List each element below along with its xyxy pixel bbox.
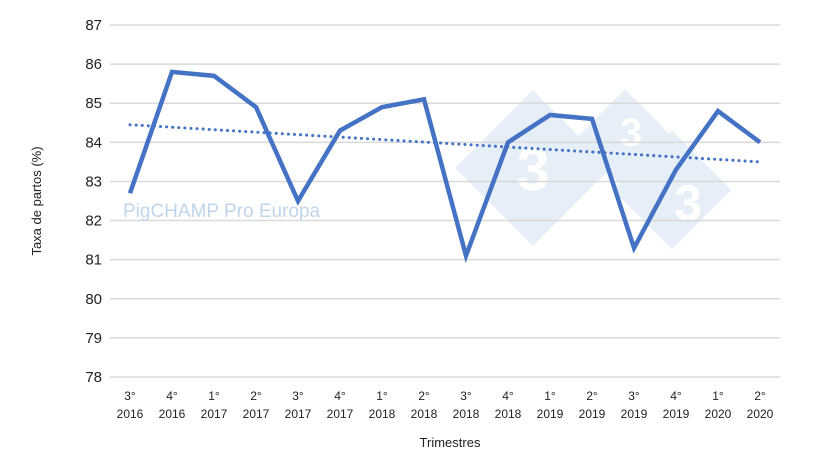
x-tick-label-year: 2019 (537, 407, 564, 421)
y-tick-label: 87 (85, 17, 102, 34)
y-tick-label: 79 (85, 330, 102, 347)
x-tick-label: 1° (376, 389, 388, 403)
x-tick-label-year: 2018 (411, 407, 438, 421)
x-tick-label: 2° (754, 389, 766, 403)
x-tick-label: 4° (670, 389, 682, 403)
x-tick-label: 1° (712, 389, 724, 403)
x-tick-label-year: 2018 (453, 407, 480, 421)
x-tick-label: 4° (166, 389, 178, 403)
svg-text:3: 3 (516, 136, 549, 203)
x-tick-label: 3° (628, 389, 640, 403)
x-tick-label: 3° (460, 389, 472, 403)
x-tick-label-year: 2017 (285, 407, 312, 421)
logo-diamond-1 (455, 90, 611, 246)
x-tick-label-year: 2019 (579, 407, 606, 421)
x-tick-label: 4° (502, 389, 514, 403)
x-tick-label-year: 2017 (327, 407, 354, 421)
series-line (127, 69, 762, 264)
x-tick-label-year: 2018 (369, 407, 396, 421)
y-tick-label: 81 (85, 252, 102, 269)
y-tick-label: 80 (85, 291, 102, 308)
x-tick-label-year: 2018 (495, 407, 522, 421)
svg-text:3: 3 (674, 175, 702, 231)
x-tick-label-year: 2019 (621, 407, 648, 421)
x-tick-label: 3° (124, 389, 136, 403)
y-tick-label: 84 (85, 134, 102, 151)
x-axis-label: Trimestres (420, 435, 481, 450)
x-tick-label: 2° (250, 389, 262, 403)
x-tick-label: 4° (334, 389, 346, 403)
x-tick-label: 1° (208, 389, 220, 403)
x-tick-label: 2° (418, 389, 430, 403)
y-tick-label: 83 (85, 173, 102, 190)
y-axis-label: Taxa de partos (%) (29, 146, 44, 255)
y-tick-label: 85 (85, 95, 102, 112)
x-tick-label-year: 2016 (159, 407, 186, 421)
x-tick-label-year: 2019 (663, 407, 690, 421)
logo-diamond-3 (612, 130, 732, 250)
x-tick-label-year: 2016 (117, 407, 144, 421)
y-tick-label: 82 (85, 213, 102, 230)
x-tick-label: 3° (292, 389, 304, 403)
x-tick-label: 2° (586, 389, 598, 403)
x-tick-label: 1° (544, 389, 556, 403)
x-tick-label-year: 2017 (243, 407, 270, 421)
333-logo-watermark: 3 3 3 (455, 89, 732, 250)
watermark-text: PigCHAMP Pro Europa (123, 201, 321, 222)
trendline (128, 123, 762, 164)
svg-text:3: 3 (620, 111, 642, 155)
x-tick-label-year: 2017 (201, 407, 228, 421)
y-tick-label: 86 (85, 56, 102, 73)
x-tick-label-year: 2020 (705, 407, 732, 421)
y-tick-label: 78 (85, 369, 102, 386)
x-tick-label-year: 2020 (747, 407, 774, 421)
